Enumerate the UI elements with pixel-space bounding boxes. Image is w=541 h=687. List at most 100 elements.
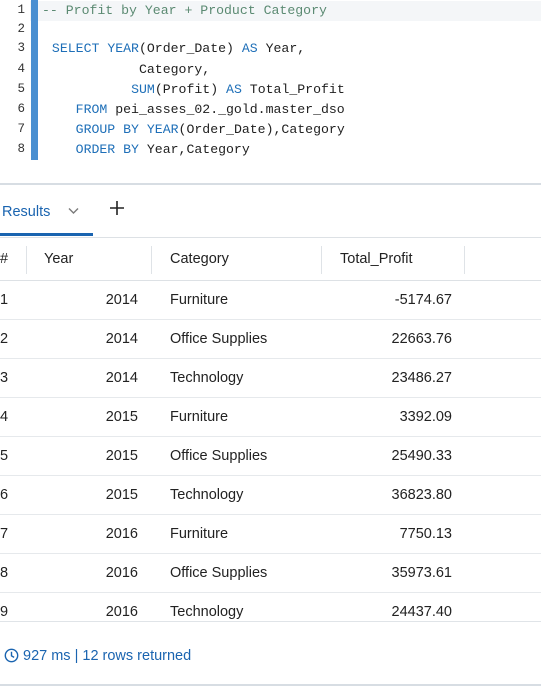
- table-row[interactable]: 1 2014 Furniture -5174.67: [0, 281, 541, 320]
- results-grid: # Year Category Total_Profit 1 2014 Furnit…: [0, 237, 541, 622]
- cell-year[interactable]: 2015: [105, 487, 138, 503]
- sql-token: [44, 102, 76, 117]
- cell-category[interactable]: Office Supplies: [170, 448, 268, 464]
- table-row[interactable]: 8 2016 Office Supplies 35973.61: [0, 554, 541, 593]
- column-header-category[interactable]: Category: [170, 251, 229, 267]
- code-line[interactable]: ORDER BY Year,Category: [44, 140, 250, 160]
- sql-token: Total_Profit: [241, 82, 345, 97]
- sql-token: [44, 122, 76, 137]
- cell-year[interactable]: 2014: [105, 370, 138, 386]
- cell-category[interactable]: Technology: [170, 487, 244, 503]
- cell-total-profit[interactable]: 36823.80: [391, 487, 452, 503]
- editor-results-divider[interactable]: [0, 183, 541, 185]
- sql-editor[interactable]: 1 2 3 4 5 6 7 8 -- Profit by Year + Product Cat…: [0, 0, 541, 164]
- column-header-index[interactable]: #: [0, 251, 9, 267]
- row-index[interactable]: 3: [0, 370, 9, 386]
- code-line[interactable]: FROM pei_asses_02._gold.master_dso: [44, 100, 345, 120]
- cell-total-profit[interactable]: 7750.13: [399, 526, 452, 542]
- status-text: 927 ms | 12 rows returned: [23, 648, 192, 664]
- bottom-border: [0, 684, 541, 686]
- row-index[interactable]: 9: [0, 604, 9, 620]
- active-tab-indicator: [0, 233, 93, 236]
- sql-keyword: GROUP BY: [75, 122, 139, 137]
- cell-category[interactable]: Technology: [170, 370, 244, 386]
- sql-token: [44, 82, 131, 97]
- line-number: 1: [17, 3, 25, 17]
- column-header-total-profit[interactable]: Total_Profit: [340, 251, 413, 267]
- line-number: 6: [17, 102, 25, 116]
- table-row[interactable]: 2 2014 Office Supplies 22663.76: [0, 320, 541, 359]
- table-row[interactable]: 7 2016 Furniture 7750.13: [0, 515, 541, 554]
- results-tabbar: Results: [0, 186, 541, 236]
- row-index[interactable]: 6: [0, 487, 9, 503]
- code-line[interactable]: GROUP BY YEAR(Order_Date),Category: [44, 120, 345, 140]
- cell-year[interactable]: 2016: [105, 604, 138, 620]
- row-index[interactable]: 4: [0, 409, 9, 425]
- cell-category[interactable]: Furniture: [170, 292, 229, 308]
- cell-category[interactable]: Office Supplies: [170, 331, 268, 347]
- plus-icon[interactable]: [109, 199, 125, 221]
- cell-total-profit[interactable]: 23486.27: [391, 370, 452, 386]
- sql-keyword: ORDER BY: [75, 142, 139, 157]
- row-index[interactable]: 7: [0, 526, 9, 542]
- line-gutter: 1 2 3 4 5 6 7 8: [0, 0, 30, 160]
- chevron-down-icon[interactable]: [68, 206, 79, 218]
- cell-total-profit[interactable]: 22663.76: [391, 331, 452, 347]
- sql-keyword: FROM: [75, 102, 108, 117]
- cell-category[interactable]: Furniture: [170, 409, 229, 425]
- column-divider[interactable]: [321, 246, 322, 274]
- table-row[interactable]: 3 2014 Technology 23486.27: [0, 359, 541, 398]
- code-line[interactable]: -- Profit by Year + Product Category: [42, 1, 327, 21]
- cell-total-profit[interactable]: 3392.09: [399, 409, 452, 425]
- line-number: 7: [17, 122, 25, 136]
- line-number: 3: [17, 41, 25, 55]
- row-index[interactable]: 1: [0, 292, 9, 308]
- sql-keyword: YEAR: [107, 41, 139, 56]
- code-line[interactable]: Category,: [44, 60, 210, 80]
- sql-comment: -- Profit by Year + Product Category: [42, 3, 327, 18]
- code-line[interactable]: SUM(Profit) AS Total_Profit: [44, 80, 345, 100]
- column-divider[interactable]: [151, 246, 152, 274]
- cell-year[interactable]: 2015: [105, 448, 138, 464]
- cell-total-profit[interactable]: 25490.33: [391, 448, 452, 464]
- sql-token: (Order_Date),Category: [178, 122, 345, 137]
- table-row[interactable]: 4 2015 Furniture 3392.09: [0, 398, 541, 437]
- grid-header: # Year Category Total_Profit: [0, 237, 541, 281]
- line-number: 4: [17, 62, 25, 76]
- code-line[interactable]: SELECT YEAR(Order_Date) AS Year,: [44, 39, 305, 59]
- cell-year[interactable]: 2014: [105, 292, 138, 308]
- line-number: 8: [17, 142, 25, 156]
- sql-token: (Profit): [154, 82, 227, 97]
- cell-category[interactable]: Technology: [170, 604, 244, 620]
- cell-total-profit[interactable]: 35973.61: [391, 565, 452, 581]
- table-row[interactable]: 6 2015 Technology 36823.80: [0, 476, 541, 515]
- cell-category[interactable]: Furniture: [170, 526, 229, 542]
- sql-keyword: AS: [241, 41, 258, 56]
- column-header-year[interactable]: Year: [44, 251, 74, 267]
- status-bar: 927 ms | 12 rows returned: [4, 648, 191, 664]
- table-row[interactable]: 9 2016 Technology 24437.40: [0, 593, 541, 622]
- sql-keyword: AS: [226, 82, 242, 97]
- cell-year[interactable]: 2015: [105, 409, 138, 425]
- gutter-guide: [31, 0, 38, 160]
- row-index[interactable]: 8: [0, 565, 9, 581]
- cell-total-profit[interactable]: 24437.40: [391, 604, 452, 620]
- row-index[interactable]: 5: [0, 448, 9, 464]
- column-divider[interactable]: [464, 246, 465, 274]
- cell-total-profit[interactable]: -5174.67: [394, 292, 452, 308]
- sql-token: (Order_Date): [138, 41, 242, 56]
- cell-year[interactable]: 2016: [105, 565, 138, 581]
- cell-year[interactable]: 2014: [105, 331, 138, 347]
- status-divider: [0, 621, 541, 622]
- column-divider[interactable]: [26, 246, 27, 274]
- sql-token: [44, 142, 76, 157]
- table-row[interactable]: 5 2015 Office Supplies 25490.33: [0, 437, 541, 476]
- line-number: 5: [17, 82, 25, 96]
- sql-token: Category,: [44, 62, 211, 77]
- row-index[interactable]: 2: [0, 331, 9, 347]
- sql-token: [139, 122, 147, 137]
- tab-results[interactable]: Results: [2, 204, 51, 220]
- cell-category[interactable]: Office Supplies: [170, 565, 268, 581]
- sql-keyword: YEAR: [146, 122, 179, 137]
- cell-year[interactable]: 2016: [105, 526, 138, 542]
